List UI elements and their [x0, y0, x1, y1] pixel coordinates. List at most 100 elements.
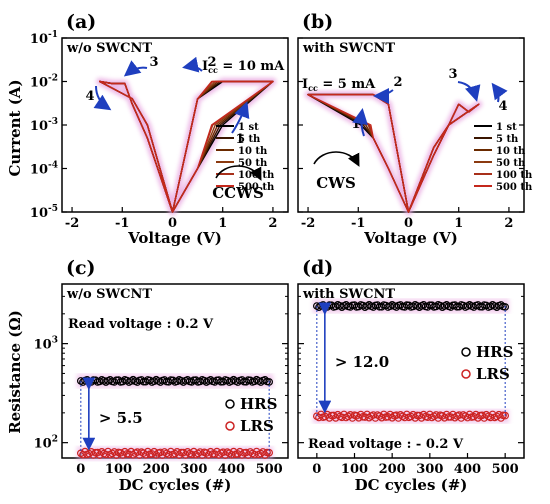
ratio-label: > 12.0 — [335, 353, 389, 371]
y-tick-exp: -1 — [48, 30, 58, 40]
bottom-ylabel: Resistance (Ω) — [6, 310, 24, 434]
legend-label: 100 th — [238, 170, 275, 181]
panel-label: (d) — [302, 257, 333, 279]
y-tick-base: 10 — [30, 32, 48, 47]
panel-caption: w/o SWCNT — [66, 41, 152, 56]
step-number: 1 — [235, 132, 244, 147]
step-number: 2 — [393, 75, 402, 90]
legend-lrs-marker — [461, 369, 471, 379]
y-tick-label: 10-3 — [30, 117, 58, 134]
step-number: 1 — [351, 117, 360, 132]
curve-glow — [304, 91, 483, 216]
top-ylabel: Current (A) — [6, 79, 24, 176]
y-tick-label: 10-5 — [30, 204, 58, 221]
x-tick-label: 0 — [76, 462, 85, 477]
x-axis-label: Voltage (V) — [127, 229, 222, 247]
sweep-arrow — [457, 81, 481, 102]
y-tick-label: 10-1 — [30, 30, 58, 47]
legend-label: 500 th — [238, 182, 275, 193]
x-tick-label: 200 — [379, 462, 406, 477]
y-tick-label: 10-4 — [30, 161, 58, 178]
panel-label: (c) — [66, 257, 96, 279]
compliance-rest: = 5 mA — [318, 77, 376, 92]
legend-hrs-label: HRS — [476, 343, 513, 361]
x-axis-label: DC cycles (#) — [355, 476, 468, 494]
x-axis-label: Voltage (V) — [363, 229, 458, 247]
legend-label: 1 st — [238, 122, 259, 133]
legend-hrs-marker — [461, 347, 471, 357]
x-tick-label: 100 — [105, 462, 132, 477]
y-tick-base: 10 — [30, 206, 48, 221]
x-tick-label: 0 — [312, 462, 321, 477]
legend-lrs-label: LRS — [240, 417, 274, 435]
sweep-arrow — [182, 56, 203, 73]
step-number: 3 — [448, 67, 457, 82]
sweep-arrow — [231, 101, 250, 134]
x-tick-label: 200 — [143, 462, 170, 477]
compliance-rest: = 10 mA — [218, 59, 285, 74]
step-number: 4 — [85, 89, 94, 104]
y-tick-label: 102 — [34, 435, 58, 452]
legend-lrs-label: LRS — [476, 365, 510, 383]
y-tick-exp: -3 — [48, 117, 58, 127]
x-tick-label: -1 — [115, 216, 129, 231]
legend-lrs-marker — [225, 421, 235, 431]
x-tick-label: 300 — [180, 462, 207, 477]
legend-label: 10 th — [496, 146, 526, 157]
direction-label: CWS — [316, 174, 356, 192]
curve-500th — [98, 80, 274, 213]
y-tick-base: 10 — [30, 119, 48, 134]
x-tick-label: -2 — [65, 216, 79, 231]
direction-label: CCWS — [212, 184, 264, 202]
curve-500th — [307, 93, 480, 213]
x-tick-label: 2 — [504, 216, 513, 231]
y-tick-exp: -2 — [48, 74, 58, 84]
x-tick-label: 1 — [218, 216, 227, 231]
x-axis-label: DC cycles (#) — [119, 476, 232, 494]
x-tick-label: -2 — [301, 216, 315, 231]
y-tick-base: 10 — [34, 437, 52, 452]
y-tick-exp: 3 — [52, 336, 58, 346]
x-tick-label: 2 — [268, 216, 277, 231]
curves — [304, 91, 483, 216]
panel-caption: with SWCNT — [302, 41, 395, 56]
x-tick-label: -1 — [351, 216, 365, 231]
step-number: 4 — [498, 99, 507, 114]
panel-caption: w/o SWCNT — [66, 287, 152, 302]
panel-label: (a) — [66, 11, 96, 33]
hrs-point — [497, 301, 505, 309]
y-tick-base: 10 — [30, 76, 48, 91]
legend-hrs-marker — [225, 399, 235, 409]
x-tick-label: 500 — [492, 462, 519, 477]
hrs-point — [261, 375, 269, 384]
y-tick-base: 10 — [34, 338, 52, 353]
y-tick-exp: 2 — [52, 435, 58, 445]
legend-label: 100 th — [496, 170, 533, 181]
ratio-label: > 5.5 — [99, 409, 143, 427]
plot-frame — [297, 283, 525, 459]
legend-hrs-label: HRS — [240, 395, 277, 413]
compliance-label: Icc = 5 mA — [302, 77, 376, 93]
x-tick-label: 1 — [454, 216, 463, 231]
read-voltage-label: Read voltage : 0.2 V — [68, 317, 214, 332]
x-tick-label: 0 — [404, 216, 413, 231]
x-tick-label: 400 — [218, 462, 245, 477]
legend-label: 5 th — [496, 134, 519, 145]
panel-caption: with SWCNT — [302, 287, 395, 302]
ccw-arc — [215, 165, 262, 181]
sweep-arrow — [491, 82, 508, 103]
panel-d: 0 100 200 300 400 500 DC cycles (#) (d) with SWC… — [297, 257, 525, 494]
read-voltage-label: Read voltage : - 0.2 V — [308, 437, 464, 452]
sweep-arrow — [123, 60, 148, 77]
compliance-main: I — [202, 59, 208, 74]
x-tick-label: 100 — [341, 462, 368, 477]
compliance-main: I — [302, 77, 308, 92]
x-tick-label: 0 — [168, 216, 177, 231]
sweep-arrow — [373, 87, 394, 104]
y-tick-base: 10 — [30, 163, 48, 178]
compliance-label: Icc = 10 mA — [202, 59, 285, 75]
y-tick-label: 103 — [34, 336, 58, 353]
x-tick-label: 500 — [256, 462, 283, 477]
